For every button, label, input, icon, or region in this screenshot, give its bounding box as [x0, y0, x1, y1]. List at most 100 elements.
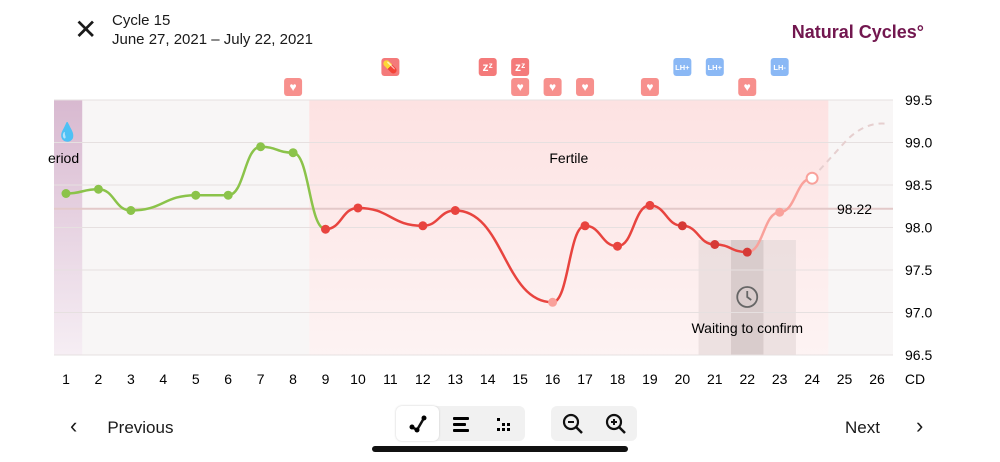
- heart-marker-glyph: ♥: [549, 80, 556, 94]
- x-tick-label: 22: [739, 371, 755, 387]
- sleep-marker-glyph: zᶻ: [483, 60, 493, 74]
- waiting-label: Waiting to confirm: [691, 320, 803, 336]
- heart-marker-glyph: ♥: [290, 80, 297, 94]
- x-tick-label: 21: [707, 371, 723, 387]
- previous-button[interactable]: ‹ Previous: [70, 413, 174, 438]
- chevron-left-icon: ‹: [70, 413, 78, 438]
- x-tick-label: 19: [642, 371, 658, 387]
- heart-marker-icon: [511, 78, 530, 96]
- temperature-point: [353, 203, 363, 213]
- temperature-point: [580, 221, 590, 231]
- heart-marker-glyph: ♥: [646, 80, 653, 94]
- lh-marker-icon: [770, 58, 789, 76]
- y-tick-label: 99.0: [905, 135, 932, 151]
- y-tick-label: 98.5: [905, 177, 932, 193]
- temperature-point: [548, 297, 558, 307]
- heart-marker-glyph: ♥: [581, 80, 588, 94]
- x-tick-label: 25: [837, 371, 853, 387]
- lh-marker-icon: [673, 58, 692, 76]
- temperature-line-segment: [292, 151, 326, 231]
- y-tick-label: 98.0: [905, 220, 932, 236]
- x-tick-label: 18: [610, 371, 626, 387]
- x-tick-label: 14: [480, 371, 496, 387]
- sleep-marker-icon: [511, 58, 530, 76]
- temperature-point: [612, 241, 622, 251]
- x-tick-label: 9: [322, 371, 330, 387]
- x-tick-label: 7: [257, 371, 265, 387]
- temperature-point: [93, 184, 103, 194]
- sleep-marker-glyph: zᶻ: [515, 60, 525, 74]
- x-tick-label: 11: [383, 371, 398, 387]
- lh-test-label: LH+: [708, 63, 723, 72]
- clock-icon: [736, 286, 759, 308]
- coverline-label: 98.22: [837, 201, 872, 217]
- chevron-right-icon: ›: [915, 413, 924, 438]
- temperature-line-segment: [552, 224, 586, 304]
- heart-marker-icon: [640, 78, 659, 96]
- temperature-point: [321, 224, 331, 234]
- view-toggle: [396, 406, 525, 441]
- temperature-point: [61, 189, 71, 198]
- x-tick-label: 16: [545, 371, 561, 387]
- x-tick-label: 13: [447, 371, 463, 387]
- temperature-chart[interactable]: 99.599.098.598.097.597.096.51 2 3 4 5 6 7 8 9 10 1…: [0, 0, 1000, 400]
- heart-marker-icon: [543, 78, 562, 96]
- heart-marker-icon: [576, 78, 595, 96]
- temperature-point: [775, 207, 785, 217]
- cycle-dates: June 27, 2021 – July 22, 2021: [112, 31, 313, 48]
- cycle-title: Cycle 15: [112, 12, 171, 29]
- heart-marker-glyph: ♥: [517, 80, 524, 94]
- clock-hands: [746, 291, 752, 301]
- home-indicator: [372, 446, 628, 452]
- close-icon[interactable]: ✕: [74, 14, 98, 45]
- sleep-marker-icon: [478, 58, 497, 76]
- temperature-line-segment: [130, 193, 196, 212]
- x-tick-label: 12: [415, 371, 431, 387]
- dots-view-icon[interactable]: [482, 406, 525, 441]
- pill-marker-glyph: 💊: [383, 59, 398, 74]
- temperature-point: [645, 200, 655, 210]
- temperature-point: [450, 206, 460, 215]
- x-tick-label: 26: [869, 371, 885, 387]
- x-tick-label: 23: [772, 371, 788, 387]
- temperature-point: [418, 221, 428, 231]
- x-tick-label: 10: [350, 371, 366, 387]
- y-tick-label: 96.5: [905, 347, 932, 363]
- prediction-line: [811, 122, 888, 179]
- period-drops-icon: 💧: [56, 121, 78, 142]
- line-view-icon[interactable]: [396, 406, 439, 441]
- temperature-point: [742, 247, 752, 257]
- y-tick-label: 97.0: [905, 305, 932, 321]
- temperature-point: [126, 206, 136, 215]
- x-tick-label: 17: [577, 371, 593, 387]
- temperature-point: [191, 190, 201, 200]
- x-axis-label: CD: [905, 371, 925, 387]
- zoom-out-icon[interactable]: [551, 406, 594, 441]
- temperature-point: [256, 142, 266, 152]
- temperature-line-segment: [357, 206, 423, 228]
- y-tick-label: 99.5: [905, 92, 932, 108]
- logo: Natural Cycles°: [791, 22, 924, 42]
- temperature-point: [710, 240, 720, 249]
- lh-test-label: LH-: [773, 63, 786, 72]
- temperature-point: [677, 221, 687, 231]
- period-label: eriod: [48, 150, 79, 166]
- heart-marker-icon: [284, 78, 303, 96]
- x-tick-label: 15: [512, 371, 528, 387]
- lh-marker-icon: [705, 58, 724, 76]
- zoom-in-icon[interactable]: [594, 406, 637, 441]
- x-tick-label: 2: [95, 371, 103, 387]
- x-tick-label: 1: [62, 371, 70, 387]
- x-tick-label: 24: [804, 371, 820, 387]
- temperature-line-segment: [455, 209, 553, 304]
- x-tick-label: 8: [289, 371, 297, 387]
- heart-marker-glyph: ♥: [744, 80, 751, 94]
- bars-view-icon[interactable]: [439, 406, 482, 441]
- x-tick-label: 3: [127, 371, 135, 387]
- fertile-label: Fertile: [549, 150, 588, 166]
- next-button[interactable]: Next ›: [845, 413, 924, 438]
- temperature-point: [288, 148, 298, 158]
- x-tick-label: 20: [675, 371, 691, 387]
- temperature-point: [223, 190, 233, 200]
- x-tick-label: 6: [224, 371, 232, 387]
